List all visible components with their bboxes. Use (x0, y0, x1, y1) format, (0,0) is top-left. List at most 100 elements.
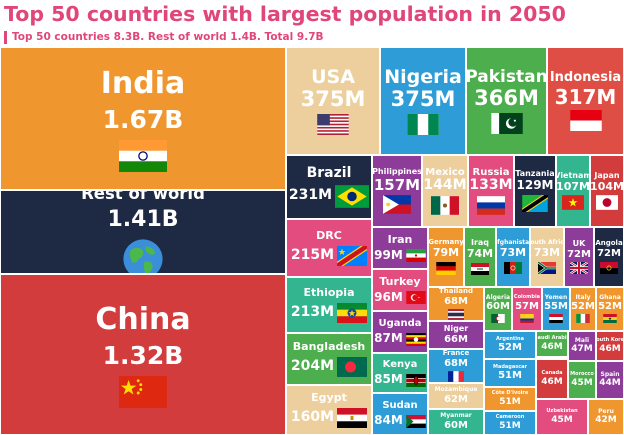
tile-madagascar: Madagascar 51M (484, 359, 536, 387)
tile-name-drc: DRC (316, 229, 342, 243)
tile-name-canada: Canada (541, 370, 563, 377)
tile-name-myanmar: Myanmar (440, 412, 472, 420)
bangladesh-flag-icon (337, 356, 368, 377)
tile-sudan: Sudan 84M (372, 393, 428, 435)
tile-name-france: France (442, 349, 470, 357)
tile-canada: Canada 46M (536, 359, 568, 399)
tile-name-niger: Niger (443, 323, 469, 333)
tile-bangladesh: Bangladesh 204M (286, 333, 372, 385)
tile-value-thailand: 68M (444, 295, 468, 307)
tile-value-iraq: 74M (466, 247, 494, 261)
tile-name-south-africa: South Africa (530, 239, 564, 247)
tile-spain: Spain 44M (596, 361, 624, 399)
tile-rest-of-world: Rest of world 1.41B (0, 190, 286, 274)
tile-value-canada: 46M (541, 376, 563, 387)
tile-name-japan: Japan (594, 170, 620, 180)
tile-name-colombia: Colombia (513, 294, 541, 301)
tile-name-brazil: Brazil (306, 165, 352, 182)
tile-nigeria: Nigeria 375M (380, 47, 466, 155)
tile-value-morocco: 45M (571, 377, 593, 388)
tile-turkey: Turkey 96M (372, 269, 428, 311)
tile-value-vietnam: 107M (556, 179, 590, 193)
tile-name-tanzania: Tanzania (515, 169, 555, 179)
tile-name-yemen: Yemen (544, 293, 568, 301)
tile-value-row: 231M (289, 184, 370, 208)
egypt-flag-icon (337, 407, 368, 428)
tile-name-sudan: Sudan (382, 400, 418, 412)
tile-value-peru: 42M (595, 415, 617, 426)
tile-name-saudi-arabia: Saudi Arabia (537, 335, 567, 342)
usa-flag-icon (317, 113, 349, 135)
tile-name-madagascar: Madagascar (492, 363, 528, 370)
thailand-flag-icon (448, 309, 464, 320)
tile-niger: Niger 66M (428, 321, 484, 349)
tile-value-france: 68M (444, 357, 468, 369)
india-flag-icon (119, 139, 167, 172)
iran-flag-icon (406, 249, 426, 263)
tile-name-thailand: Thailand (439, 287, 473, 295)
ethiopia-flag-icon (337, 302, 368, 323)
tile-mali: Mali 47M (568, 331, 596, 361)
tile-value-algeria: 60M (486, 301, 510, 313)
tile-philippines: Philippines 157M (372, 155, 422, 227)
tile-value-kenya: 85M (374, 372, 403, 387)
tile-value-niger: 66M (444, 333, 468, 345)
tile-value-ethiopia: 213M (290, 303, 335, 320)
tile-name-turkey: Turkey (379, 274, 421, 288)
japan-flag-icon (596, 195, 618, 210)
tile-value-south-africa: 73M (533, 246, 561, 260)
tile-value-row: 215M (290, 245, 368, 266)
tile-name-philippines: Philippines (372, 166, 422, 176)
tile-value-argentina: 52M (498, 342, 522, 354)
tile-value-russia: 133M (469, 177, 513, 194)
page-subtitle: Top 50 countries 8.3B. Rest of world 1.4… (4, 31, 324, 44)
tile-value-india: 1.67B (102, 104, 184, 134)
kenya-flag-icon (406, 373, 426, 387)
tile-name-india: India (100, 65, 186, 101)
tile-value-row: 96M (374, 290, 426, 305)
tile-iran: Iran 99M (372, 227, 428, 269)
tile-value-tanzania: 129M (516, 178, 554, 193)
russia-flag-icon (477, 196, 505, 215)
tile-value-row: 85M (374, 372, 426, 387)
tile-value-c-te-d-ivoire: 51M (499, 396, 521, 407)
tile-name-vietnam: Vietnam (556, 170, 590, 180)
tile-value-row: 84M (374, 413, 426, 428)
tile-name-nigeria: Nigeria (384, 66, 462, 89)
tile-value-afghanistan: 73M (499, 246, 527, 260)
tile-name-germany: Germany (428, 238, 464, 247)
tile-thailand: Thailand 68M (428, 287, 484, 321)
tile-russia: Russia 133M (468, 155, 514, 227)
brazil-flag-icon (335, 184, 370, 208)
tile-ghana: Ghana 52M (596, 287, 624, 331)
tile-name-peru: Peru (598, 407, 614, 415)
tile-value-south-korea: 46M (599, 343, 621, 354)
tile-yemen: Yemen 55M (542, 287, 570, 331)
tile-pakistan: Pakistan 366M (466, 47, 547, 155)
tile-myanmar: Myanmar 60M (428, 409, 484, 435)
tile-value-madagascar: 51M (498, 370, 522, 382)
tile-india: India 1.67B (0, 47, 286, 190)
tile-name-bangladesh: Bangladesh (292, 340, 366, 354)
tile-value-mali: 47M (571, 344, 593, 355)
tile-value-philippines: 157M (373, 175, 421, 194)
tile-value-drc: 215M (290, 246, 335, 263)
tile-name-mozambique: Mozambique (434, 386, 478, 394)
tile-colombia: Colombia 57M (512, 287, 542, 331)
tile-vietnam: Vietnam 107M (556, 155, 590, 227)
tile-value-myanmar: 60M (444, 419, 468, 431)
tile-south-korea: South Korea46M (596, 331, 624, 361)
colombia-flag-icon (520, 313, 534, 323)
tile-uganda: Uganda 87M (372, 311, 428, 353)
tile-uzbekistan: Uzbekistan 45M (536, 399, 588, 435)
treemap-chart: India 1.67B Rest of world 1.41B China 1.32B US… (0, 47, 624, 435)
uganda-flag-icon (406, 332, 426, 346)
tile-china: China 1.32B (0, 274, 286, 435)
tile-south-africa: South Africa73M (530, 227, 564, 287)
tile-name-usa: USA (311, 66, 355, 89)
tile-value-sudan: 84M (374, 413, 403, 428)
tile-algeria: Algeria 60M (484, 287, 512, 331)
algeria-flag-icon (491, 314, 505, 324)
pakistan-flag-icon (490, 112, 523, 134)
tile-name-iran: Iran (387, 232, 413, 246)
